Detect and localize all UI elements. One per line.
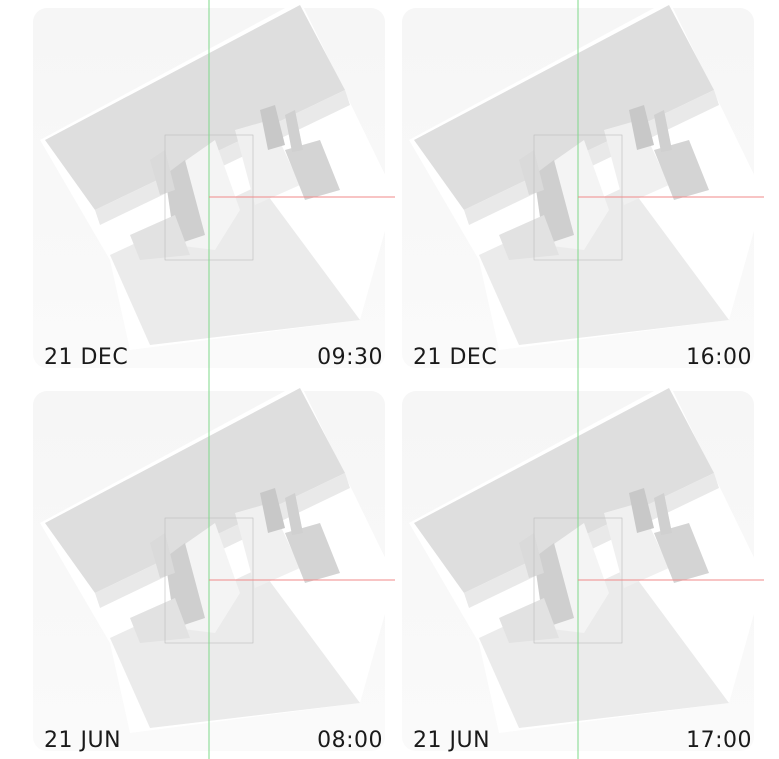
date-label: 21 DEC: [413, 345, 497, 370]
panel: 21 DEC 16:00: [401, 0, 765, 380]
panel: 21 JUN 17:00: [401, 378, 765, 759]
time-label: 17:00: [686, 728, 752, 753]
panel: 21 DEC 09:30: [32, 0, 396, 380]
time-label: 16:00: [686, 345, 752, 370]
site-render: [401, 0, 765, 369]
site-render: [401, 382, 765, 752]
site-render: [32, 382, 396, 752]
panel: 21 JUN 08:00: [32, 378, 396, 759]
time-label: 08:00: [317, 728, 383, 753]
date-label: 21 JUN: [413, 728, 490, 753]
date-label: 21 JUN: [44, 728, 121, 753]
date-label: 21 DEC: [44, 345, 128, 370]
time-label: 09:30: [317, 345, 383, 370]
site-render: [32, 0, 396, 369]
